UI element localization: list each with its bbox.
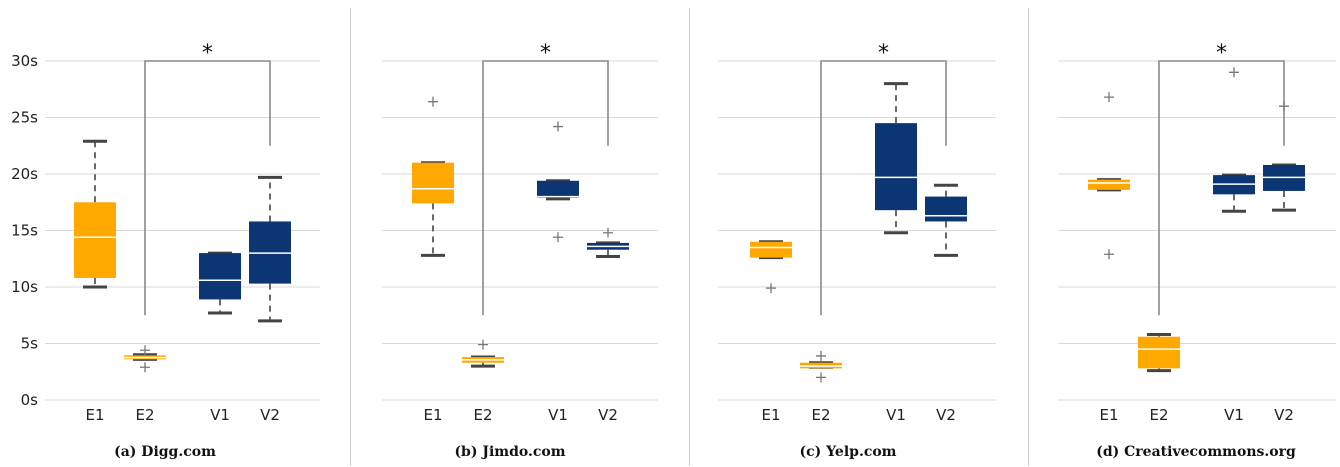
y-tick-label: 5s xyxy=(21,335,39,353)
x-tick-label: V2 xyxy=(260,406,280,424)
box-e1 xyxy=(750,240,792,294)
box-v1 xyxy=(537,121,579,243)
caption-jimdo: (b) Jimdo.com xyxy=(454,444,566,460)
y-tick-label: 0s xyxy=(21,391,39,409)
outlier-marker xyxy=(140,345,150,356)
outlier-marker xyxy=(816,372,826,383)
significance-bracket xyxy=(144,60,271,316)
box-e1 xyxy=(412,96,454,257)
panel-divider xyxy=(350,8,351,466)
outlier-marker xyxy=(1104,249,1114,260)
box-e2 xyxy=(462,339,504,368)
x-tick-label: E2 xyxy=(473,406,492,424)
caption-yelp: (c) Yelp.com xyxy=(799,444,897,460)
box-e1 xyxy=(1088,92,1130,260)
outlier-marker xyxy=(140,362,150,373)
x-tick-label: E1 xyxy=(85,406,104,424)
caption-digg: (a) Digg.com xyxy=(114,444,216,460)
boxplot-panel-3: E1 E2 V1 V2 * xyxy=(1058,41,1336,424)
x-tick-label: V2 xyxy=(1274,406,1294,424)
outlier-marker xyxy=(766,283,776,294)
x-tick-label: E1 xyxy=(423,406,442,424)
x-tick-label: V2 xyxy=(936,406,956,424)
outlier-marker xyxy=(816,350,826,361)
y-tick-label: 10s xyxy=(11,278,38,296)
box-v1 xyxy=(875,82,917,235)
boxplot-panel-0: 0s 5s 10s 15s 20s 25s 30s E1 E2 V1 V2 * xyxy=(11,41,320,424)
outlier-marker xyxy=(553,121,563,132)
y-tick-label: 30s xyxy=(11,52,38,70)
box-iqr xyxy=(1088,179,1130,190)
panel-divider xyxy=(1028,8,1029,466)
box-iqr xyxy=(750,241,792,258)
y-tick-label: 20s xyxy=(11,165,38,183)
significance-bracket xyxy=(820,60,947,316)
x-tick-label: V1 xyxy=(1224,406,1244,424)
significance-label: * xyxy=(540,41,551,66)
outlier-marker xyxy=(1279,101,1289,112)
x-tick-label: V1 xyxy=(886,406,906,424)
x-tick-label: V1 xyxy=(548,406,568,424)
x-tick-label: E2 xyxy=(1149,406,1168,424)
box-v2 xyxy=(249,175,291,323)
box-e2 xyxy=(124,345,166,373)
significance-label: * xyxy=(1216,41,1227,66)
box-e2 xyxy=(800,350,842,383)
outlier-marker xyxy=(1229,67,1239,78)
outlier-marker xyxy=(428,96,438,107)
box-v1 xyxy=(199,251,241,315)
box-iqr xyxy=(199,253,241,300)
box-v2 xyxy=(587,227,629,258)
y-tick-label: 25s xyxy=(11,109,38,127)
box-e1 xyxy=(74,139,116,289)
box-v2 xyxy=(1263,101,1305,212)
box-e2 xyxy=(1138,332,1180,373)
x-tick-label: V2 xyxy=(598,406,618,424)
x-tick-label: E2 xyxy=(135,406,154,424)
box-iqr xyxy=(875,123,917,211)
box-iqr xyxy=(1138,336,1180,369)
significance-label: * xyxy=(878,41,889,66)
y-tick-label: 15s xyxy=(11,222,38,240)
outlier-marker xyxy=(1104,92,1114,103)
box-v2 xyxy=(925,183,967,257)
outlier-marker xyxy=(553,232,563,243)
caption-creativecommons: (d) Creativecommons.org xyxy=(1096,444,1296,460)
x-tick-label: V1 xyxy=(210,406,230,424)
box-v1 xyxy=(1213,67,1255,213)
panel-divider xyxy=(689,8,690,466)
box-iqr xyxy=(925,196,967,222)
x-tick-label: E2 xyxy=(811,406,830,424)
outlier-marker xyxy=(603,227,613,238)
boxplot-panel-1: E1 E2 V1 V2 * xyxy=(382,41,658,424)
x-tick-label: E1 xyxy=(761,406,780,424)
outlier-marker xyxy=(478,339,488,350)
box-iqr xyxy=(412,162,454,204)
box-iqr xyxy=(74,202,116,278)
significance-label: * xyxy=(202,41,213,66)
x-tick-label: E1 xyxy=(1099,406,1118,424)
boxplot-panel-2: E1 E2 V1 V2 * xyxy=(718,41,996,424)
box-iqr xyxy=(537,180,579,198)
significance-bracket xyxy=(482,60,609,316)
